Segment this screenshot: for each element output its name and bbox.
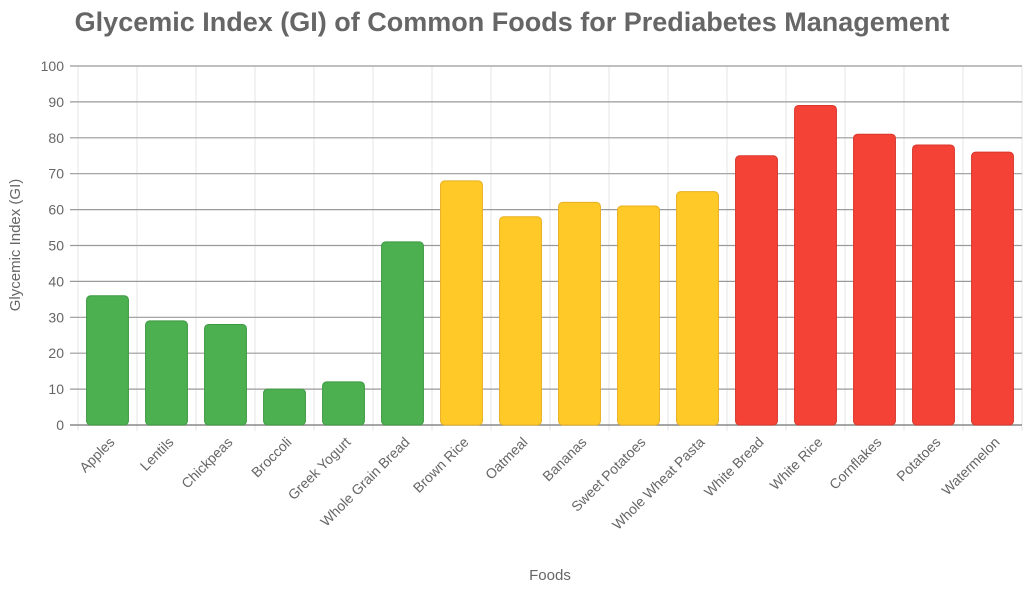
- x-tick-label: White Bread: [701, 434, 767, 500]
- x-tick-label: Potatoes: [893, 434, 943, 484]
- x-tick-label: Broccoli: [248, 434, 295, 481]
- x-tick-label: Brown Rice: [410, 434, 472, 496]
- bar-whole-grain-bread: [381, 241, 424, 426]
- bar-broccoli: [263, 388, 306, 426]
- bar-white-rice: [794, 104, 837, 426]
- bar-sweet-potatoes: [617, 205, 660, 426]
- bar-white-bread: [735, 155, 778, 426]
- bar-greek-yogurt: [322, 381, 365, 426]
- y-tick-label: 80: [48, 130, 64, 146]
- y-tick-label: 10: [48, 381, 64, 397]
- y-tick-label: 70: [48, 166, 64, 182]
- bar-oatmeal: [499, 216, 542, 426]
- x-tick-label: Cornflakes: [826, 434, 885, 493]
- y-tick-label: 20: [48, 345, 64, 361]
- x-axis-label: Foods: [529, 567, 571, 584]
- bar-whole-wheat-pasta: [676, 191, 719, 426]
- bar-brown-rice: [440, 180, 483, 426]
- x-tick-label: Bananas: [539, 434, 589, 484]
- y-axis-ticks: 0 10 20 30 40 50 60 70 80 90 100: [41, 58, 65, 433]
- y-tick-label: 100: [41, 58, 65, 74]
- x-tick-label: Chickpeas: [178, 434, 236, 492]
- bar-watermelon: [971, 151, 1014, 426]
- x-tick-label: Watermelon: [938, 434, 1002, 498]
- y-tick-label: 0: [56, 417, 64, 433]
- bar-lentils: [145, 320, 188, 426]
- x-tick-label: Oatmeal: [482, 434, 531, 483]
- y-tick-label: 60: [48, 202, 64, 218]
- x-tick-label: Lentils: [137, 434, 177, 474]
- bar-cornflakes: [853, 133, 896, 426]
- bars-layer: [86, 104, 1014, 426]
- y-tick-label: 40: [48, 273, 64, 289]
- x-tick-label: Apples: [76, 434, 118, 476]
- bar-potatoes: [912, 144, 955, 426]
- y-tick-label: 30: [48, 309, 64, 325]
- y-axis-label: Glycemic Index (GI): [7, 179, 24, 312]
- bar-apples: [86, 295, 129, 426]
- x-tick-label: White Rice: [766, 434, 825, 493]
- y-tick-label: 90: [48, 94, 64, 110]
- bar-bananas: [558, 201, 601, 426]
- chart-title: Glycemic Index (GI) of Common Foods for …: [75, 7, 950, 37]
- bar-chickpeas: [204, 323, 247, 426]
- y-tick-label: 50: [48, 238, 64, 254]
